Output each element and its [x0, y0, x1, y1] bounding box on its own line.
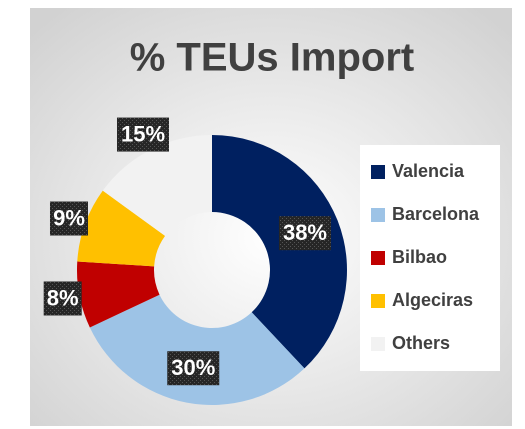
legend-swatch: [371, 337, 385, 351]
donut-slice: [77, 261, 160, 328]
donut-slice: [89, 294, 305, 405]
legend-label: Valencia: [392, 161, 465, 181]
legend-swatch: [371, 165, 385, 179]
data-label: 30%: [171, 355, 215, 380]
legend-label: Algeciras: [392, 290, 473, 310]
donut-slice: [77, 190, 166, 267]
legend-swatch: [371, 251, 385, 265]
legend-label: Bilbao: [392, 247, 447, 267]
data-label: 8%: [47, 285, 79, 310]
data-label: 38%: [283, 220, 327, 245]
chart-title: % TEUs Import: [130, 36, 414, 80]
data-label-box: [49, 201, 88, 236]
legend-label: Barcelona: [392, 204, 480, 224]
legend-swatch: [371, 208, 385, 222]
data-label-box: [278, 216, 331, 251]
legend-label: Others: [392, 333, 450, 353]
data-label: 15%: [121, 121, 165, 146]
donut-slice: [212, 135, 347, 369]
data-label-box: [43, 281, 82, 316]
legend-swatch: [371, 294, 385, 308]
data-label-box: [167, 351, 220, 386]
data-label-box: [116, 117, 169, 152]
data-label: 9%: [53, 205, 85, 230]
donut-slice: [102, 135, 212, 236]
